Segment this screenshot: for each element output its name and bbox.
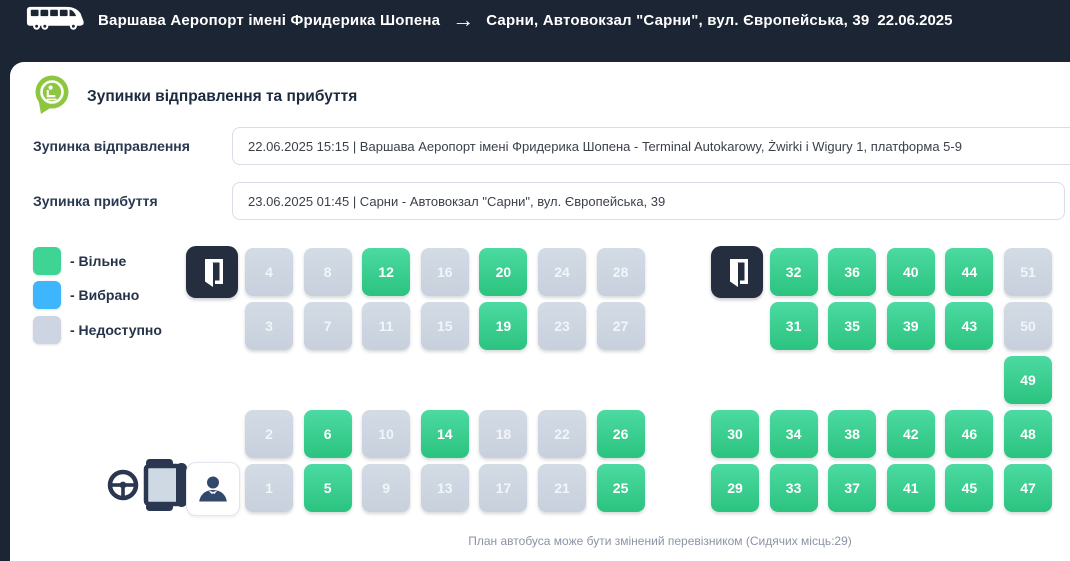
- seat-42[interactable]: 42: [886, 410, 935, 458]
- seat-30[interactable]: 30: [711, 410, 759, 458]
- seat-15: 15: [420, 302, 469, 350]
- seat-17: 17: [479, 464, 528, 512]
- seat-38[interactable]: 38: [828, 410, 877, 458]
- legend-label-available: - Вільне: [70, 253, 127, 269]
- stops-pin-icon: [30, 72, 74, 121]
- seat-33[interactable]: 33: [769, 464, 818, 512]
- legend-label-selected: - Вибрано: [70, 287, 140, 303]
- seat-37[interactable]: 37: [828, 464, 877, 512]
- legend-swatch-available: [33, 247, 61, 275]
- legend-item-available: - Вільне: [33, 247, 126, 275]
- seat-23: 23: [538, 302, 586, 350]
- seat-47[interactable]: 47: [1004, 464, 1052, 512]
- seat-31[interactable]: 31: [769, 302, 818, 350]
- seat-1: 1: [245, 464, 293, 512]
- seat-13: 13: [420, 464, 469, 512]
- seat-36[interactable]: 36: [828, 248, 877, 296]
- route-date: 22.06.2025: [877, 11, 953, 29]
- seat-16: 16: [420, 248, 469, 296]
- seat-27: 27: [596, 302, 645, 350]
- seat-5[interactable]: 5: [303, 464, 352, 512]
- seat-43[interactable]: 43: [945, 302, 994, 350]
- seat-20[interactable]: 20: [479, 248, 528, 296]
- seat-7: 7: [303, 302, 352, 350]
- seat-46[interactable]: 46: [945, 410, 994, 458]
- seat-34[interactable]: 34: [769, 410, 818, 458]
- seat-12[interactable]: 12: [362, 248, 411, 296]
- seat-32[interactable]: 32: [769, 248, 818, 296]
- legend-label-unavailable: - Недоступно: [70, 322, 162, 338]
- seat-3: 3: [245, 302, 293, 350]
- driver-seat-icon: [186, 462, 240, 516]
- seat-6[interactable]: 6: [303, 410, 352, 458]
- seat-14[interactable]: 14: [420, 410, 469, 458]
- bus-plan-note: План автобуса може бути змінений перевіз…: [468, 534, 852, 548]
- seat-22: 22: [538, 410, 586, 458]
- seat-49[interactable]: 49: [1004, 356, 1052, 404]
- seat-41[interactable]: 41: [886, 464, 935, 512]
- arrival-stop-label: Зупинка прибуття: [33, 193, 158, 209]
- seat-9: 9: [362, 464, 411, 512]
- seat-24: 24: [538, 248, 586, 296]
- seat-21: 21: [538, 464, 586, 512]
- legend-swatch-selected: [33, 281, 61, 309]
- seat-35[interactable]: 35: [828, 302, 877, 350]
- front-door-icon: [186, 246, 238, 298]
- panel-title-row: Зупинки відправлення та прибуття: [30, 72, 357, 121]
- route-from: Варшава Аеропорт імені Фридерика Шопена: [98, 11, 441, 29]
- bus-icon: [24, 3, 86, 38]
- seat-40[interactable]: 40: [886, 248, 935, 296]
- seat-10: 10: [362, 410, 411, 458]
- seat-11: 11: [362, 302, 411, 350]
- page-title: Зупинки відправлення та прибуття: [87, 87, 358, 105]
- route-to: Сарни, Автовокзал "Сарни", вул. Європейс…: [486, 11, 870, 29]
- seat-28: 28: [596, 248, 645, 296]
- seat-8: 8: [303, 248, 352, 296]
- middle-door-icon: [711, 246, 763, 298]
- seat-25[interactable]: 25: [596, 464, 645, 512]
- seat-2: 2: [245, 410, 293, 458]
- arrival-stop-input[interactable]: 23.06.2025 01:45 | Сарни - Автовокзал "С…: [232, 182, 1065, 220]
- route-header: Варшава Аеропорт імені Фридерика Шопена …: [0, 0, 1070, 40]
- stops-panel: Зупинки відправлення та прибуття Зупинка…: [10, 62, 1070, 561]
- seat-4: 4: [245, 248, 293, 296]
- route-arrow-icon: →: [452, 7, 475, 32]
- seat-51: 51: [1004, 248, 1052, 296]
- seat-50: 50: [1004, 302, 1052, 350]
- seat-19[interactable]: 19: [479, 302, 528, 350]
- legend-item-selected: - Вибрано: [33, 281, 139, 309]
- seat-26[interactable]: 26: [596, 410, 645, 458]
- steering-wheel-icon: [104, 454, 196, 519]
- departure-stop-input[interactable]: 22.06.2025 15:15 | Варшава Аеропорт імен…: [232, 127, 1070, 165]
- seat-39[interactable]: 39: [886, 302, 935, 350]
- legend-item-unavailable: - Недоступно: [33, 316, 162, 344]
- seat-45[interactable]: 45: [945, 464, 994, 512]
- seat-48[interactable]: 48: [1004, 410, 1052, 458]
- legend-swatch-unavailable: [33, 316, 61, 344]
- departure-stop-label: Зупинка відправлення: [33, 138, 190, 154]
- seat-29[interactable]: 29: [711, 464, 759, 512]
- seat-18: 18: [479, 410, 528, 458]
- seat-44[interactable]: 44: [945, 248, 994, 296]
